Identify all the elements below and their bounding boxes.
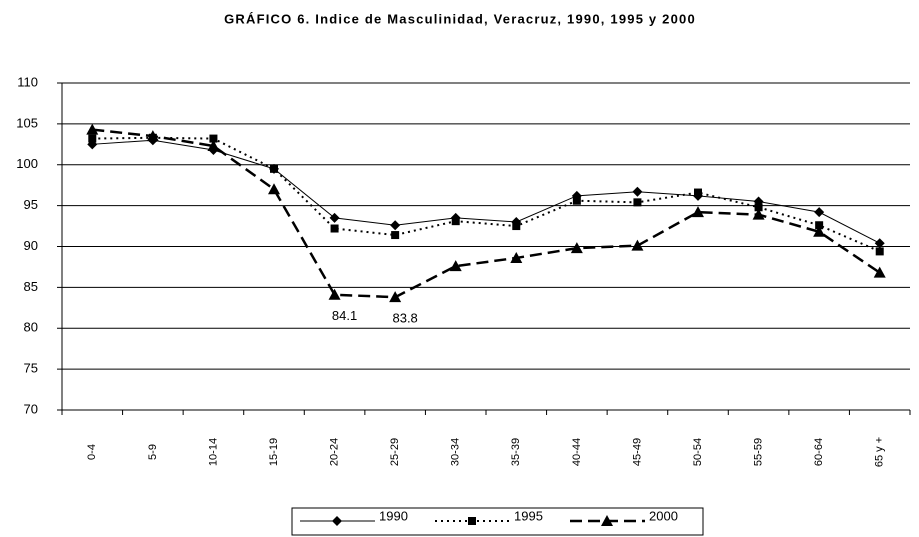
point bbox=[873, 266, 886, 278]
y-tick-label: 80 bbox=[24, 320, 38, 335]
y-tick-label: 75 bbox=[24, 361, 38, 376]
point bbox=[875, 247, 884, 256]
x-tick-label: 20-24 bbox=[328, 438, 340, 466]
point bbox=[694, 188, 702, 197]
x-tick-label: 0-4 bbox=[86, 444, 98, 460]
y-tick-label: 95 bbox=[24, 197, 38, 212]
point bbox=[207, 139, 220, 151]
series-line bbox=[92, 136, 881, 253]
point bbox=[330, 224, 339, 233]
point bbox=[814, 207, 825, 218]
x-tick-label: 55-59 bbox=[752, 438, 764, 466]
series-line bbox=[92, 128, 881, 299]
point bbox=[752, 208, 765, 220]
y-tick-label: 105 bbox=[16, 115, 38, 130]
point bbox=[692, 206, 704, 218]
point bbox=[86, 123, 99, 135]
point bbox=[601, 515, 613, 526]
point bbox=[572, 196, 581, 205]
x-tick-label: 35-39 bbox=[510, 438, 522, 466]
x-tick-label: 25-29 bbox=[389, 438, 401, 466]
legend-label: 1995 bbox=[514, 508, 543, 523]
point bbox=[209, 134, 218, 143]
y-tick-label: 110 bbox=[17, 74, 38, 89]
data-label: 83.8 bbox=[392, 311, 417, 326]
series-line bbox=[92, 139, 880, 244]
chart-title: GRÁFICO 6. Indice de Masculinidad, Verac… bbox=[224, 11, 696, 26]
legend-box bbox=[291, 507, 704, 536]
point bbox=[451, 217, 460, 226]
x-tick-label: 60-64 bbox=[813, 438, 825, 466]
point bbox=[512, 222, 521, 231]
x-tick-label: 5-9 bbox=[147, 444, 159, 460]
x-tick-label: 30-34 bbox=[450, 438, 462, 466]
point bbox=[146, 130, 159, 142]
point bbox=[332, 516, 342, 526]
x-tick-label: 50-54 bbox=[692, 438, 704, 466]
x-tick-label: 40-44 bbox=[571, 438, 583, 466]
point bbox=[570, 242, 583, 254]
point bbox=[510, 251, 523, 263]
x-tick-label: 15-19 bbox=[268, 438, 280, 466]
point bbox=[813, 225, 826, 237]
x-tick-label: 10-14 bbox=[207, 438, 219, 466]
y-tick-label: 100 bbox=[16, 156, 38, 171]
point bbox=[631, 239, 644, 251]
point bbox=[270, 164, 278, 173]
point bbox=[88, 134, 97, 143]
y-tick-label: 70 bbox=[24, 401, 38, 416]
y-tick-label: 85 bbox=[24, 279, 38, 294]
point bbox=[328, 288, 341, 300]
legend-label: 1990 bbox=[379, 508, 408, 523]
point bbox=[633, 198, 642, 207]
y-tick-label: 90 bbox=[24, 238, 38, 253]
point bbox=[449, 260, 462, 272]
point bbox=[391, 231, 400, 240]
point bbox=[389, 291, 402, 303]
point bbox=[754, 203, 763, 212]
point bbox=[815, 221, 824, 230]
data-label: 84.1 bbox=[332, 308, 357, 323]
legend-label: 2000 bbox=[649, 508, 678, 523]
point bbox=[468, 517, 476, 525]
point bbox=[390, 220, 401, 231]
point bbox=[268, 183, 280, 195]
point bbox=[329, 212, 340, 223]
x-tick-label: 45-49 bbox=[631, 438, 643, 466]
point bbox=[874, 238, 885, 249]
point bbox=[632, 186, 643, 197]
x-tick-label: 65 y + bbox=[874, 437, 886, 467]
